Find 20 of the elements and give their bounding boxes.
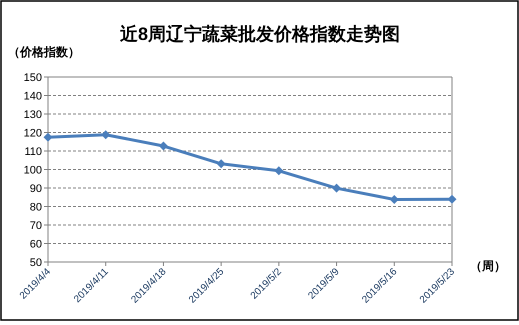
y-tick-label: 110 bbox=[24, 146, 42, 158]
y-tick-label: 70 bbox=[30, 220, 42, 232]
y-tick-label: 80 bbox=[30, 202, 42, 214]
chart-title: 近8周辽宁蔬菜批发价格指数走势图 bbox=[118, 24, 400, 44]
y-tick-label: 50 bbox=[30, 257, 42, 269]
point bbox=[158, 142, 168, 151]
x-axis-title: （周） bbox=[470, 259, 506, 273]
point bbox=[332, 184, 342, 193]
point bbox=[274, 166, 284, 176]
y-tick-label: 140 bbox=[24, 90, 42, 102]
y-tick-label: 150 bbox=[24, 72, 42, 84]
y-tick-label: 100 bbox=[24, 164, 42, 176]
point bbox=[44, 132, 52, 142]
y-axis-title: （价格指数） bbox=[8, 45, 80, 59]
y-tick-label: 60 bbox=[30, 238, 42, 250]
y-tick-label: 90 bbox=[30, 183, 42, 195]
y-tick-label: 120 bbox=[24, 128, 42, 140]
point bbox=[216, 159, 226, 168]
y-tick-label: 130 bbox=[24, 109, 42, 121]
point bbox=[448, 194, 456, 204]
